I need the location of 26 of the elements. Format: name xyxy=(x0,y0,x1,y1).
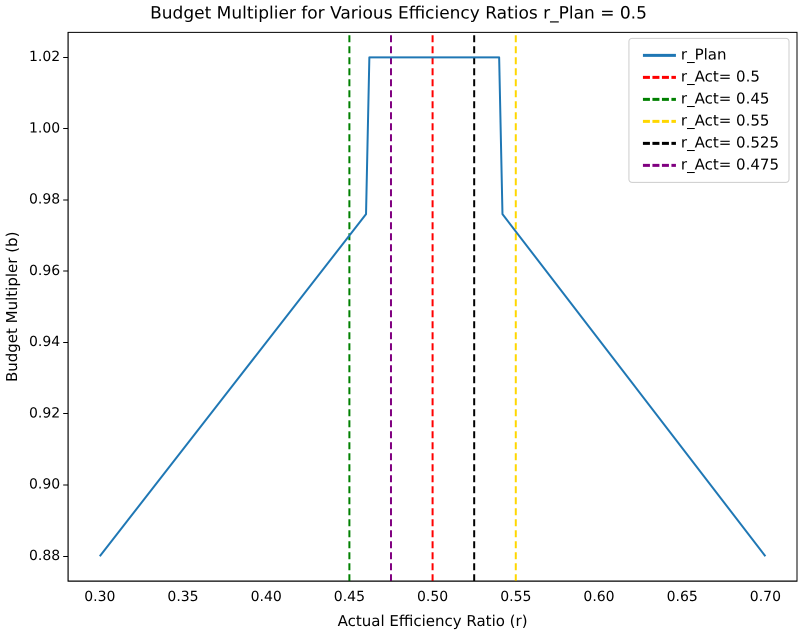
x-tick-label: 0.50 xyxy=(417,589,448,606)
x-axis-title: Actual Efficiency Ratio (r) xyxy=(338,612,528,630)
y-tick-label: 0.88 xyxy=(29,548,60,564)
x-tick-label: 0.35 xyxy=(167,589,199,606)
legend-label: r_Plan xyxy=(680,45,727,64)
y-tick-label: 0.90 xyxy=(29,476,60,493)
chart-title: Budget Multiplier for Various Efficiency Ratios r_Plan = 0.5 xyxy=(150,4,647,24)
x-tick-label: 0.45 xyxy=(334,589,365,606)
legend-label: r_Act= 0.525 xyxy=(680,133,780,152)
legend-label: r_Act= 0.55 xyxy=(680,111,770,130)
x-tick-label: 0.40 xyxy=(250,589,282,606)
y-tick-label: 1.00 xyxy=(29,120,60,136)
x-tick-label: 0.55 xyxy=(500,589,532,606)
y-tick-label: 0.96 xyxy=(29,262,60,279)
legend-label: r_Act= 0.5 xyxy=(680,67,760,86)
x-tick-label: 0.30 xyxy=(84,589,116,606)
x-tick-label: 0.60 xyxy=(583,589,615,606)
y-axis-title: Budget Multipler (b) xyxy=(2,232,21,382)
x-tick-label: 0.65 xyxy=(666,589,698,606)
legend-label: r_Act= 0.475 xyxy=(680,155,780,174)
legend-label: r_Act= 0.45 xyxy=(680,89,770,108)
y-tick-label: 0.94 xyxy=(29,334,60,350)
y-tick-label: 1.02 xyxy=(29,48,60,65)
x-tick-label: 0.70 xyxy=(750,589,781,606)
y-tick-label: 0.98 xyxy=(29,192,60,208)
y-tick-label: 0.92 xyxy=(29,405,60,422)
